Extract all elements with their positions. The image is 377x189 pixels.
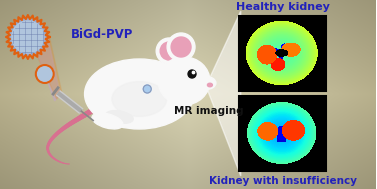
Bar [239, 96, 326, 171]
Ellipse shape [84, 59, 194, 129]
Ellipse shape [106, 111, 133, 123]
Circle shape [192, 71, 195, 74]
Circle shape [143, 85, 151, 93]
Circle shape [171, 37, 191, 57]
Circle shape [160, 42, 178, 60]
Text: Healthy kidney: Healthy kidney [236, 2, 329, 12]
Circle shape [12, 21, 44, 53]
Text: BiGd-PVP: BiGd-PVP [71, 28, 134, 40]
Circle shape [36, 65, 54, 83]
Ellipse shape [92, 113, 123, 129]
Text: MR imaging: MR imaging [174, 106, 244, 116]
Ellipse shape [207, 83, 212, 87]
Ellipse shape [112, 81, 167, 116]
Polygon shape [206, 11, 241, 176]
Ellipse shape [153, 110, 171, 124]
Circle shape [10, 19, 46, 55]
Polygon shape [20, 37, 60, 101]
Polygon shape [30, 34, 62, 99]
Circle shape [167, 33, 195, 61]
Ellipse shape [158, 57, 210, 105]
Text: Kidney with insufficiency: Kidney with insufficiency [208, 176, 357, 186]
Bar [239, 16, 326, 91]
Circle shape [188, 70, 196, 78]
Circle shape [156, 38, 182, 64]
Ellipse shape [196, 77, 216, 90]
